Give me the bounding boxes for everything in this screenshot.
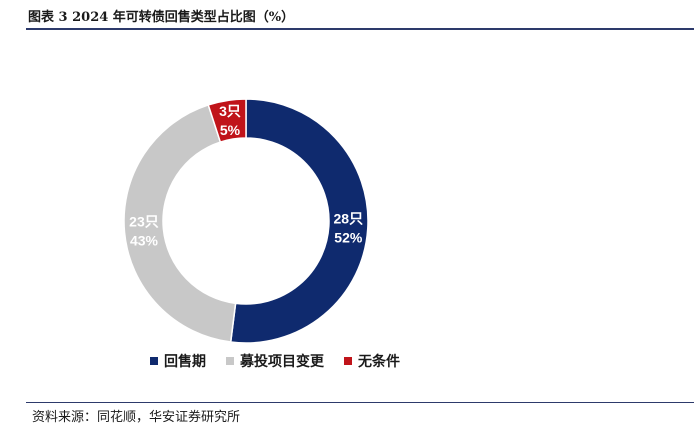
legend-swatch [344,357,352,365]
legend-label: 回售期 [164,354,206,370]
legend-swatch [150,357,158,365]
slice-percent-label: 5% [220,122,241,138]
legend-item-redemption-period: 回售期 [150,351,206,371]
slice-unconditional [207,98,247,144]
chart-title: 图表 3 2024 年可转债回售类型占比图（%） [28,10,295,25]
label-unconditional: 3只5% [219,103,241,138]
slice-percent-label: 43% [130,233,159,249]
legend-item-unconditional: 无条件 [344,351,400,371]
footer-divider [26,402,694,403]
chart-legend: 回售期 募投项目变更 无条件 [150,351,420,371]
slice-percent-label: 52% [334,229,363,245]
legend-label: 募投项目变更 [240,354,324,370]
slice-count-label: 3只 [219,103,241,119]
title-divider [26,28,694,30]
slice-redemption-period [229,98,369,344]
source-note: 资料来源：同花顺，华安证券研究所 [32,410,241,425]
slice-count-label: 28只 [334,210,364,226]
legend-swatch [226,357,234,365]
slice-project-change [123,104,237,343]
slice-count-label: 23只 [129,214,159,230]
legend-item-project-change: 募投项目变更 [226,351,324,371]
legend-label: 无条件 [358,354,400,370]
